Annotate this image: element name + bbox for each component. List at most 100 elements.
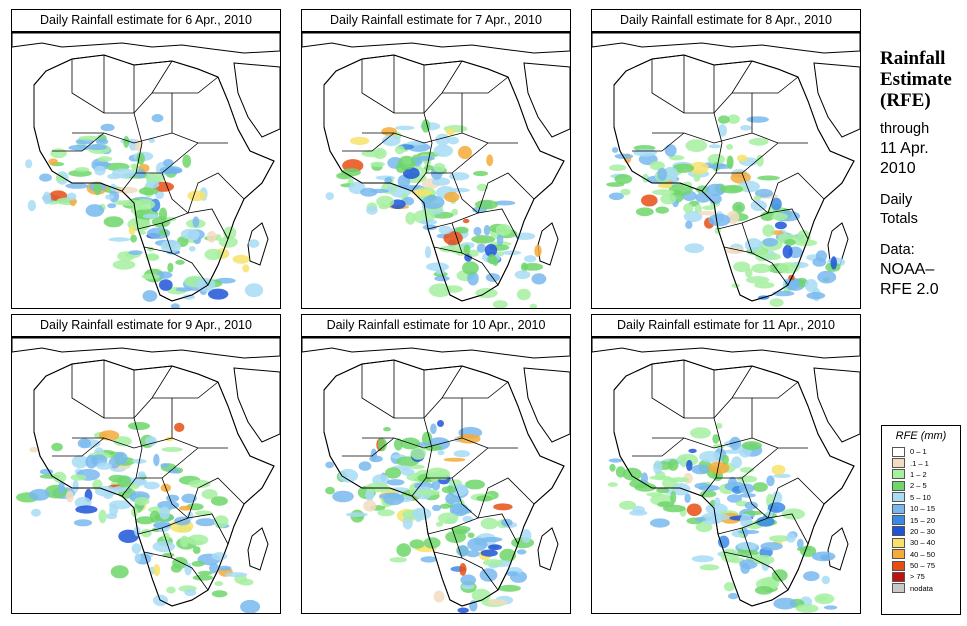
- rainfall-patch: [744, 238, 763, 252]
- rainfall-patch: [377, 438, 387, 452]
- rainfall-patch: [232, 254, 250, 264]
- rainfall-patch: [534, 244, 542, 257]
- rainfall-patch: [771, 491, 783, 504]
- rainfall-patch: [460, 574, 476, 586]
- rainfall-patch: [695, 192, 711, 203]
- rainfall-patch: [394, 145, 405, 155]
- rainfall-patch: [417, 155, 435, 161]
- rainfall-patch: [437, 512, 459, 525]
- legend-swatch: [892, 492, 905, 503]
- legend-swatch: [892, 526, 905, 537]
- rainfall-patch: [50, 148, 67, 159]
- rainfall-patch: [668, 155, 685, 161]
- rainfall-patch: [795, 604, 819, 613]
- rainfall-patch: [131, 543, 142, 554]
- country-border: [52, 132, 105, 152]
- rainfall-patch: [772, 290, 795, 297]
- rainfall-patch: [86, 144, 108, 151]
- rainfall-patch: [96, 462, 113, 470]
- rainfall-patch: [152, 541, 176, 553]
- rainfall-patch: [134, 496, 150, 506]
- africa-map-svg: [12, 338, 280, 613]
- through-label: through: [880, 121, 930, 137]
- rainfall-patch: [201, 489, 218, 500]
- legend-swatch: [892, 458, 905, 469]
- country-border: [477, 172, 535, 214]
- rainfall-patch: [451, 208, 459, 216]
- rainfall-patch: [756, 154, 764, 167]
- rainfall-patch: [71, 455, 89, 469]
- rainfall-patch: [445, 128, 455, 136]
- rainfall-patch: [662, 477, 678, 489]
- rainfall-patch: [608, 192, 624, 201]
- rainfall-patch: [744, 501, 758, 510]
- coastline: [323, 54, 565, 302]
- country-border: [701, 142, 779, 192]
- country-border: [161, 172, 189, 214]
- rainfall-patch: [796, 538, 804, 549]
- rainfall-patch: [159, 166, 183, 175]
- landmass-outline: [233, 62, 280, 138]
- rainfall-patch: [487, 254, 497, 265]
- rainfall-patch: [720, 185, 744, 194]
- rainfall-patch: [731, 456, 742, 469]
- rainfall-patch: [167, 262, 174, 273]
- rainfall-patch: [410, 446, 426, 460]
- rainfall-patch: [145, 253, 159, 261]
- rainfall-patch: [134, 553, 141, 563]
- rainfall-patch: [718, 115, 730, 124]
- legend-label: 15 – 20: [910, 515, 936, 525]
- rainfall-patch: [686, 503, 702, 517]
- rainfall-patch: [739, 513, 753, 528]
- rainfall-patch: [760, 542, 783, 551]
- rainfall-patch: [396, 543, 411, 557]
- rainfall-patch: [420, 219, 438, 225]
- rainfall-patch: [85, 204, 105, 217]
- totals-label: Totals: [880, 211, 918, 227]
- rainfall-patch: [142, 290, 158, 302]
- rainfall-patch: [402, 167, 420, 180]
- rainfall-patch: [754, 281, 775, 289]
- data-source-line2: RFE 2.0: [880, 281, 939, 298]
- rainfall-patch: [731, 283, 740, 288]
- rainfall-patch: [383, 427, 391, 432]
- rainfall-patch: [786, 532, 796, 543]
- rainfall-patch: [804, 279, 818, 292]
- rainfall-patch: [723, 582, 735, 592]
- rainfall-patch: [443, 457, 466, 462]
- rainfall-patch: [224, 572, 248, 578]
- rainfall-patch: [123, 136, 130, 148]
- rainfall-patch: [439, 503, 451, 509]
- legend-label: .1 – 1: [910, 458, 929, 468]
- legend-item: 5 – 10: [882, 492, 960, 503]
- rainfall-patch: [444, 191, 460, 203]
- country-border: [143, 246, 173, 254]
- legend-label: 20 – 30: [910, 526, 936, 536]
- country-border: [71, 364, 173, 419]
- rainfall-patch: [75, 167, 90, 172]
- legend-item: 2 – 5: [882, 480, 960, 491]
- rainfall-patch: [730, 171, 751, 184]
- legend-label: 1 – 2: [910, 469, 927, 479]
- rainfall-patch: [748, 137, 769, 146]
- rainfall-patch: [385, 467, 402, 479]
- rainfall-patch: [459, 563, 467, 576]
- rainfall-patch: [493, 503, 513, 511]
- map-panel-apr7: Daily Rainfall estimate for 7 Apr., 2010: [301, 9, 571, 309]
- rainfall-patch: [462, 218, 470, 224]
- rainfall-patch: [435, 521, 444, 527]
- rainfall-patch: [338, 468, 359, 483]
- country-border: [361, 364, 463, 419]
- rainfall-patch: [438, 225, 452, 235]
- rainfall-patch: [670, 491, 677, 504]
- legend-label: 5 – 10: [910, 492, 931, 502]
- rainfall-patch: [693, 173, 701, 182]
- rainfall-patch: [29, 446, 39, 453]
- rainfall-patch: [487, 599, 508, 606]
- rainfall-patch: [98, 430, 120, 441]
- rainfall-patch: [741, 441, 762, 451]
- legend-item: nodata: [882, 583, 960, 594]
- rainfall-patch: [753, 195, 762, 201]
- rainfall-patch: [480, 517, 499, 530]
- rainfall-patch: [457, 545, 469, 557]
